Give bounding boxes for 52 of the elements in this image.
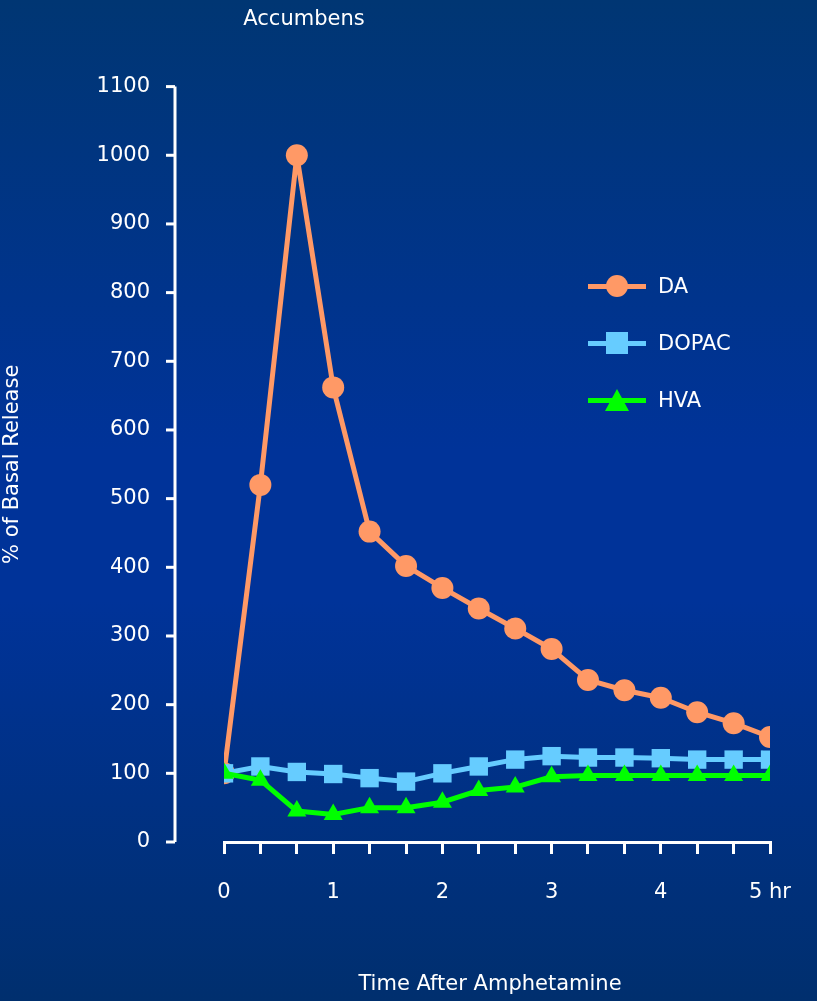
y-tick-label: 1000	[96, 141, 150, 166]
point	[615, 748, 634, 767]
point	[467, 597, 490, 620]
point	[724, 750, 743, 769]
y-tick-label: 900	[109, 210, 150, 235]
point	[651, 749, 670, 768]
point	[469, 757, 488, 776]
x-tick-label: 3	[544, 879, 559, 904]
y-tick-label: 200	[109, 691, 150, 716]
point	[287, 762, 307, 782]
point	[504, 617, 527, 640]
y-tick-label: 100	[109, 759, 150, 784]
legend-label: HVA	[658, 387, 702, 412]
point	[396, 772, 416, 791]
point	[686, 701, 709, 724]
y-tick-label: 700	[109, 347, 150, 372]
point	[251, 757, 270, 776]
point	[433, 764, 452, 783]
point	[285, 144, 308, 167]
point	[322, 376, 345, 399]
point	[506, 750, 525, 769]
point	[687, 750, 707, 769]
y-tick-label: 300	[109, 622, 150, 647]
point	[542, 746, 561, 766]
point	[576, 668, 599, 691]
x-tick-label: 4	[654, 879, 668, 904]
x-tick-label: 5 hr	[749, 879, 792, 904]
y-tick-label: 0	[136, 828, 150, 853]
point	[722, 712, 745, 735]
point	[395, 554, 418, 577]
point	[249, 473, 272, 496]
point	[358, 520, 381, 543]
x-tick-label: 0	[217, 879, 231, 904]
point	[540, 638, 563, 661]
point	[613, 679, 636, 702]
point	[360, 768, 379, 788]
y-tick-label: 800	[109, 279, 150, 304]
x-tick-label: 2	[435, 879, 450, 904]
chart-title: Accumbens	[243, 6, 365, 31]
point	[324, 764, 343, 784]
point	[649, 686, 672, 709]
legend-label: DOPAC	[658, 330, 731, 355]
legend-label: DA	[658, 273, 689, 298]
y-tick-label: 500	[109, 485, 150, 510]
point	[431, 576, 454, 599]
y-axis-title: % of Basal Release	[0, 364, 24, 564]
y-tick-label: 1100	[96, 73, 150, 98]
x-axis-title: Time After Amphetamine	[357, 971, 622, 996]
y-tick-label: 600	[109, 416, 150, 441]
y-tick-label: 400	[109, 553, 150, 578]
point	[578, 748, 598, 767]
x-tick-label: 1	[326, 879, 340, 904]
